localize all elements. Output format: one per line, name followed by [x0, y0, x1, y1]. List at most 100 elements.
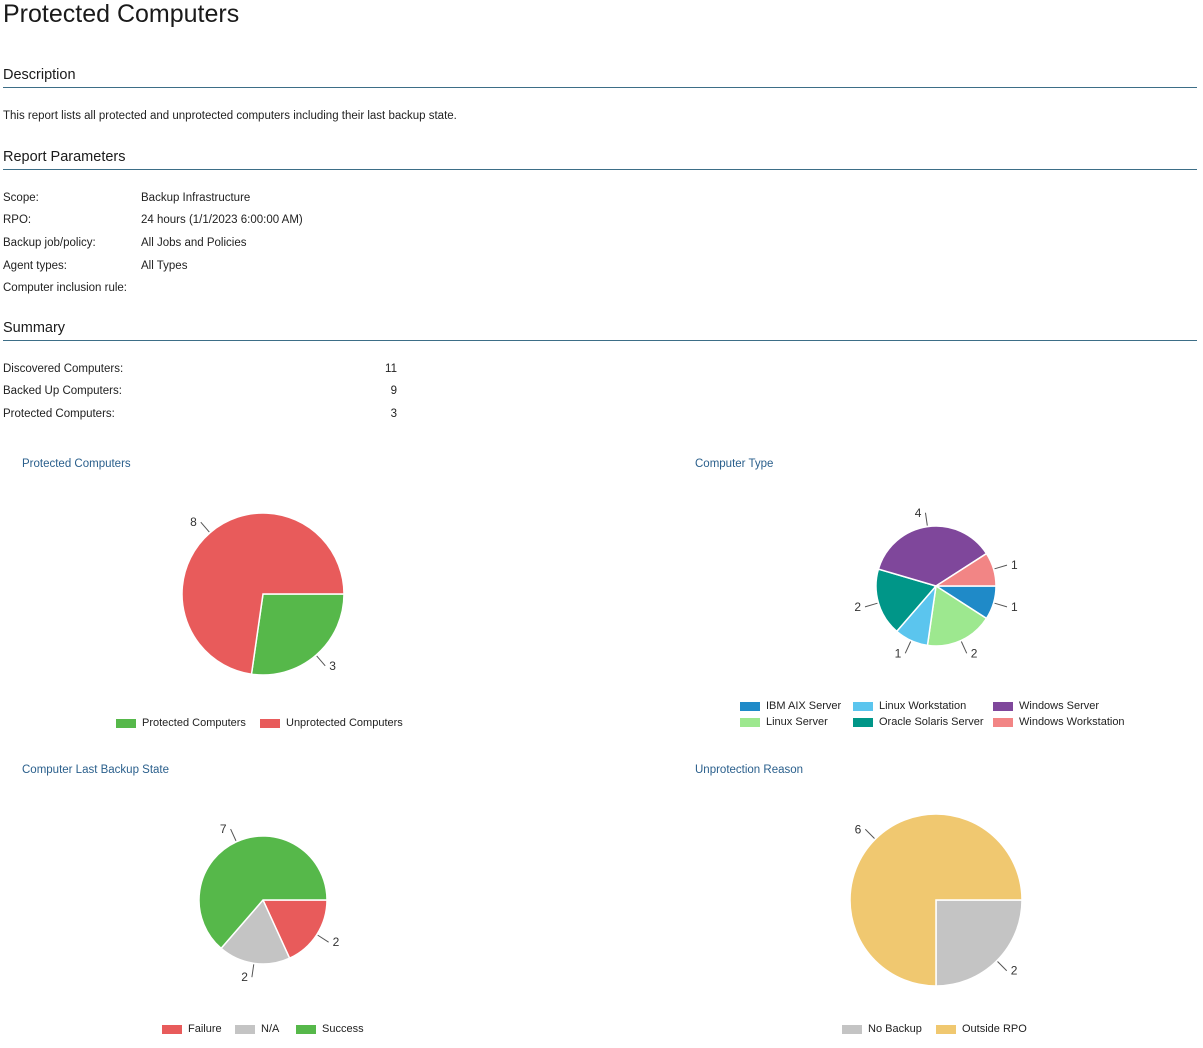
legend-swatch-linux-workstation: [853, 701, 873, 711]
legend-label-no-backup: No Backup: [868, 1023, 922, 1035]
legend-swatch-na: [235, 1024, 255, 1034]
legend-item-windows-server: Windows Server: [993, 700, 1099, 712]
summary-label-protected: Protected Computers:: [3, 408, 115, 420]
chart-title-protected: Protected Computers: [22, 458, 131, 470]
legend-label-failure: Failure: [188, 1023, 222, 1035]
chart-title-unprotection-reason: Unprotection Reason: [695, 764, 804, 776]
pie-value-label-outside-rpo: 6: [855, 822, 862, 836]
description-text: This report lists all protected and unpr…: [3, 110, 457, 122]
pie-value-label-success: 7: [220, 822, 227, 836]
pie-value-label-windows-workstation: 1: [1011, 558, 1018, 572]
pie-leader-outside-rpo: [864, 828, 875, 839]
pie-value-label-protected-computers: 3: [329, 659, 336, 673]
legend-label-ibm-aix: IBM AIX Server: [766, 700, 842, 712]
legend-item-ibm-aix: IBM AIX Server: [740, 700, 841, 712]
pie-slice-oracle-solaris-server: [875, 568, 938, 633]
legend-label-windows-workstation: Windows Workstation: [1019, 716, 1125, 728]
legend-item-failure: Failure: [162, 1023, 222, 1035]
pie-leader-linux-server: [960, 641, 968, 654]
legend-swatch-ibm-aix: [740, 701, 760, 711]
parameters-heading: Report Parameters: [3, 149, 1197, 170]
legend-swatch-protected: [116, 718, 136, 728]
pie-leader-unprotected-computers: [200, 521, 210, 533]
summary-heading: Summary: [3, 320, 1197, 341]
summary-value-protected: 3: [390, 408, 397, 420]
legend-item-windows-workstation: Windows Workstation: [993, 716, 1125, 728]
legend-label-na: N/A: [261, 1023, 280, 1035]
summary-label-discovered: Discovered Computers:: [3, 363, 124, 375]
pie-leader-windows-workstation: [994, 564, 1008, 570]
param-value-job: All Jobs and Policies: [141, 237, 247, 249]
pie-value-label-ibm-aix-server: 1: [1011, 600, 1018, 614]
pie-leader-failure: [317, 934, 329, 943]
legend-label-oracle-solaris: Oracle Solaris Server: [879, 716, 984, 728]
pie-chart-protected: 38: [181, 512, 345, 676]
pie-value-label-linux-server: 2: [971, 646, 978, 660]
pie-chart-last-backup: 2 2 7: [198, 822, 340, 984]
legend-swatch-no-backup: [842, 1024, 862, 1034]
legend-label-linux-server: Linux Server: [766, 716, 828, 728]
pie-leader-n-a: [251, 964, 255, 978]
legend-swatch-windows-workstation: [993, 717, 1013, 727]
pie-leader-oracle-solaris-server: [864, 602, 878, 608]
pie-slice-outside-rpo: [849, 813, 1023, 987]
legend-item-protected: Protected Computers: [116, 717, 246, 729]
description-heading: Description: [3, 67, 1197, 88]
legend-item-no-backup: No Backup: [842, 1023, 922, 1035]
param-value-agent: All Types: [141, 260, 188, 272]
legend-swatch-unprotected: [260, 718, 280, 728]
pie-leader-linux-workstation: [904, 641, 912, 654]
legend-label-success: Success: [322, 1023, 364, 1035]
legend-item-na: N/A: [235, 1023, 279, 1035]
pie-value-label-windows-server: 4: [915, 506, 922, 520]
legend-label-unprotected: Unprotected Computers: [286, 717, 403, 729]
pie-leader-no-backup: [997, 961, 1008, 972]
summary-value-discovered: 11: [385, 363, 397, 375]
pie-slice-windows-server: [877, 525, 988, 587]
pie-slice-no-backup: [935, 899, 1023, 987]
chart-title-last-backup: Computer Last Backup State: [22, 764, 170, 776]
param-label-inclusion: Computer inclusion rule:: [3, 282, 128, 294]
param-label-rpo: RPO:: [3, 214, 32, 226]
pie-slice-windows-workstation: [933, 552, 997, 587]
pie-leader-windows-server: [924, 512, 928, 526]
legend-item-success: Success: [296, 1023, 364, 1035]
pie-value-label-oracle-solaris-server: 2: [854, 600, 861, 614]
pie-value-label-no-backup: 2: [1011, 964, 1018, 978]
page-title: Protected Computers: [3, 0, 240, 28]
param-value-rpo: 24 hours (1/1/2023 6:00:00 AM): [141, 214, 303, 226]
summary-value-backed-up: 9: [390, 385, 397, 397]
legend-swatch-failure: [162, 1024, 182, 1034]
legend-swatch-success: [296, 1024, 316, 1034]
legend-swatch-oracle-solaris: [853, 717, 873, 727]
legend-label-protected: Protected Computers: [142, 717, 246, 729]
pie-value-label-unprotected-computers: 8: [190, 515, 197, 529]
pie-slice-success: [198, 835, 328, 950]
legend-label-outside-rpo: Outside RPO: [962, 1023, 1027, 1035]
pie-leader-protected-computers: [316, 655, 326, 667]
summary-label-backed-up: Backed Up Computers:: [3, 385, 122, 397]
pie-slice-protected-computers: [250, 593, 345, 676]
legend-swatch-windows-server: [993, 701, 1013, 711]
pie-value-label-linux-workstation: 1: [895, 646, 902, 660]
legend-label-linux-workstation: Linux Workstation: [879, 700, 967, 712]
pie-leader-ibm-aix-server: [994, 602, 1008, 608]
pie-chart-computer-type: 1 2 1 2 4 1: [854, 506, 1018, 661]
pie-slice-linux-server: [926, 584, 988, 647]
pie-chart-unprotection-reason: 26: [849, 813, 1023, 987]
param-value-scope: Backup Infrastructure: [141, 192, 251, 204]
legend-item-oracle-solaris: Oracle Solaris Server: [853, 716, 984, 728]
legend-item-linux-server: Linux Server: [740, 716, 828, 728]
legend-swatch-linux-server: [740, 717, 760, 727]
pie-value-label-failure: 2: [333, 935, 340, 949]
pie-slice-unprotected-computers: [181, 512, 345, 676]
param-label-scope: Scope:: [3, 192, 39, 204]
param-label-job: Backup job/policy:: [3, 237, 96, 249]
pie-leader-success: [230, 828, 237, 842]
pie-value-label-n-a: 2: [241, 970, 248, 984]
legend-swatch-outside-rpo: [936, 1024, 956, 1034]
legend-item-linux-workstation: Linux Workstation: [853, 700, 966, 712]
legend-item-unprotected: Unprotected Computers: [260, 717, 403, 729]
pie-slice-n-a: [220, 898, 291, 965]
pie-slice-failure: [261, 899, 328, 960]
